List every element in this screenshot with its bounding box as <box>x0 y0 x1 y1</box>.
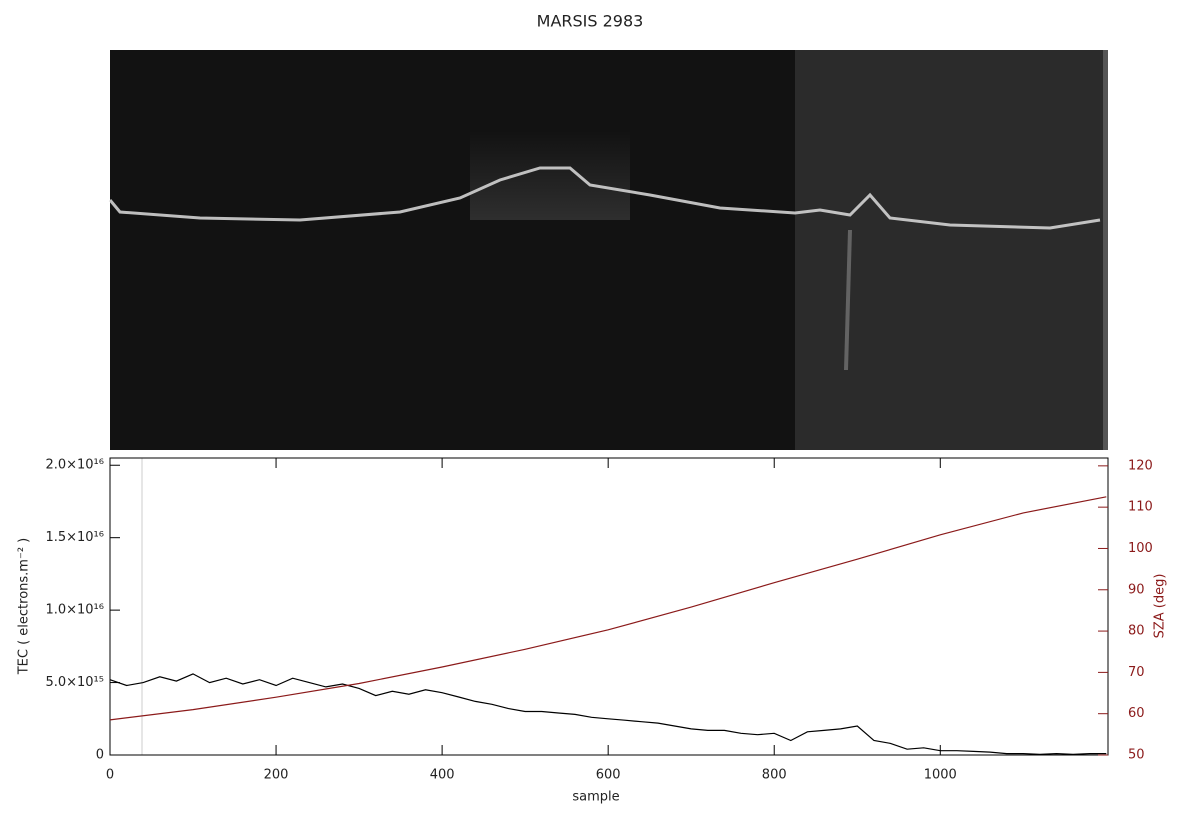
radargram <box>108 50 1108 450</box>
x-tick-label: 1000 <box>924 768 957 783</box>
y-axis-label: TEC ( electrons.m⁻² ) <box>17 538 32 676</box>
x-tick-label: 800 <box>762 768 787 783</box>
x-tick-label: 200 <box>264 768 289 783</box>
x-tick-label: 400 <box>430 768 455 783</box>
y2-axis-label: SZA (deg) <box>1153 574 1168 639</box>
x-axis-label: sample <box>572 790 619 805</box>
y2-tick-label: 70 <box>1128 665 1145 680</box>
x-tick-label: 600 <box>596 768 621 783</box>
y2-tick-label: 100 <box>1128 541 1153 556</box>
y-tick-label: 1.0×10¹⁶ <box>45 603 104 618</box>
y2-tick-label: 90 <box>1128 582 1145 597</box>
y2-tick-label: 60 <box>1128 706 1145 721</box>
y-tick-label: 1.5×10¹⁶ <box>45 530 104 545</box>
y2-tick-label: 120 <box>1128 458 1153 473</box>
chart-title: MARSIS 2983 <box>537 12 644 31</box>
y-tick-label: 0 <box>96 748 104 763</box>
y2-tick-label: 50 <box>1128 748 1145 763</box>
y-tick-label: 5.0×10¹⁵ <box>45 675 104 690</box>
data-line <box>109 496 1107 721</box>
y2-tick-label: 110 <box>1128 500 1153 515</box>
data-line <box>109 673 1107 755</box>
y2-tick-label: 80 <box>1128 624 1145 639</box>
x-tick-label: 0 <box>106 768 114 783</box>
y-tick-label: 2.0×10¹⁶ <box>45 458 104 473</box>
plot-frame <box>109 457 1109 756</box>
